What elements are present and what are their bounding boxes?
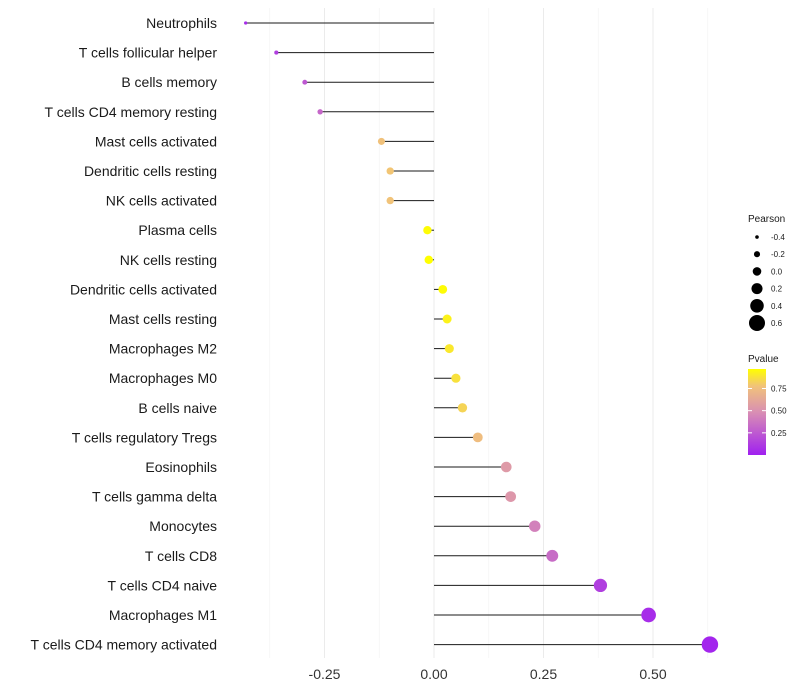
lollipop-point bbox=[424, 255, 433, 265]
x-axis-ticks: -0.25 0.00 0.25 0.50 bbox=[309, 666, 667, 682]
pearson-legend-key bbox=[753, 251, 761, 258]
points bbox=[244, 21, 719, 653]
pvalue-colorbar bbox=[748, 369, 766, 455]
y-axis-label: T cells gamma delta bbox=[92, 489, 217, 505]
y-axis-label: T cells follicular helper bbox=[79, 45, 218, 61]
lollipop-point bbox=[386, 167, 394, 175]
y-axis-label: T cells regulatory Tregs bbox=[72, 429, 217, 445]
y-axis-label: Dendritic cells resting bbox=[84, 163, 217, 179]
pvalue-legend-label: 0.75 bbox=[771, 385, 787, 394]
x-axis-tick-label: 0.25 bbox=[530, 666, 557, 682]
lollipop-point bbox=[529, 520, 541, 532]
lollipop-point bbox=[546, 549, 559, 562]
lollipop-point bbox=[444, 344, 454, 354]
pearson-legend-label: -0.4 bbox=[771, 233, 785, 242]
lollipop-point bbox=[593, 578, 608, 593]
y-axis-label: Monocytes bbox=[149, 518, 217, 534]
lollipop-point bbox=[423, 226, 432, 235]
y-axis-label: Macrophages M2 bbox=[109, 341, 217, 357]
pearson-legend-label: 0.4 bbox=[771, 302, 783, 311]
y-axis-label: Macrophages M0 bbox=[109, 370, 217, 386]
lollipop-point bbox=[317, 109, 323, 115]
pearson-legend-label: -0.2 bbox=[771, 250, 785, 259]
x-axis-tick-label: 0.00 bbox=[420, 666, 447, 682]
y-axis-label: NK cells activated bbox=[106, 193, 217, 209]
y-axis-label: T cells CD4 naive bbox=[108, 577, 218, 593]
y-axis-label: Plasma cells bbox=[138, 222, 217, 238]
pearson-legend-title: Pearson bbox=[748, 214, 785, 225]
lollipop-point bbox=[244, 21, 248, 25]
lollipop-point bbox=[451, 373, 461, 383]
y-axis-label: Eosinophils bbox=[145, 459, 217, 475]
lollipop-point bbox=[442, 314, 452, 324]
x-axis-tick-label: 0.50 bbox=[639, 666, 666, 682]
lollipop-point bbox=[274, 50, 279, 55]
x-axis-tick-label: -0.25 bbox=[309, 666, 341, 682]
lollipop-point bbox=[505, 491, 517, 502]
y-axis-label: Neutrophils bbox=[146, 15, 217, 31]
pvalue-legend-title: Pvalue bbox=[748, 354, 779, 365]
y-axis-label: Mast cells activated bbox=[95, 133, 217, 149]
y-axis-label: Dendritic cells activated bbox=[70, 281, 217, 297]
y-axis-label: T cells CD4 memory resting bbox=[45, 104, 217, 120]
pearson-legend-label: 0.6 bbox=[771, 319, 783, 328]
lollipop-point bbox=[641, 607, 656, 623]
pearson-legend: Pearson -0.4 -0.2 0.0 0.2 0.4 0.6 bbox=[748, 214, 785, 332]
pearson-legend-key bbox=[748, 314, 766, 332]
y-axis-label: Mast cells resting bbox=[109, 311, 217, 327]
pearson-legend-key bbox=[752, 267, 762, 276]
lollipop-point bbox=[302, 79, 308, 85]
pearson-legend-label: 0.0 bbox=[771, 267, 783, 276]
pvalue-legend: Pvalue 0.75 0.50 0.25 bbox=[748, 354, 787, 455]
lollipop-point bbox=[457, 403, 468, 413]
pvalue-legend-label: 0.50 bbox=[771, 407, 787, 416]
y-axis-label: T cells CD8 bbox=[145, 548, 217, 564]
pearson-legend-label: 0.2 bbox=[771, 285, 783, 294]
lollipop-point bbox=[701, 636, 719, 653]
pvalue-legend-label: 0.25 bbox=[771, 429, 787, 438]
y-axis-label: T cells CD4 memory activated bbox=[31, 637, 217, 653]
lollipop-point bbox=[377, 137, 385, 145]
lollipop-point bbox=[438, 284, 448, 294]
lollipop-point bbox=[472, 432, 483, 443]
stems bbox=[245, 22, 710, 646]
y-axis-label: NK cells resting bbox=[120, 252, 217, 268]
y-axis-label: B cells memory bbox=[121, 74, 217, 90]
grid-lines bbox=[269, 8, 709, 658]
pearson-legend-key bbox=[750, 299, 764, 313]
lollipop-point bbox=[500, 461, 512, 473]
lollipop-point bbox=[386, 196, 394, 205]
pearson-legend-key bbox=[751, 283, 763, 295]
y-axis-labels: Neutrophils T cells follicular helper B ce… bbox=[31, 15, 218, 653]
y-axis-label: B cells naive bbox=[138, 400, 217, 416]
y-axis-label: Macrophages M1 bbox=[109, 607, 217, 623]
pearson-legend-key bbox=[755, 235, 759, 239]
